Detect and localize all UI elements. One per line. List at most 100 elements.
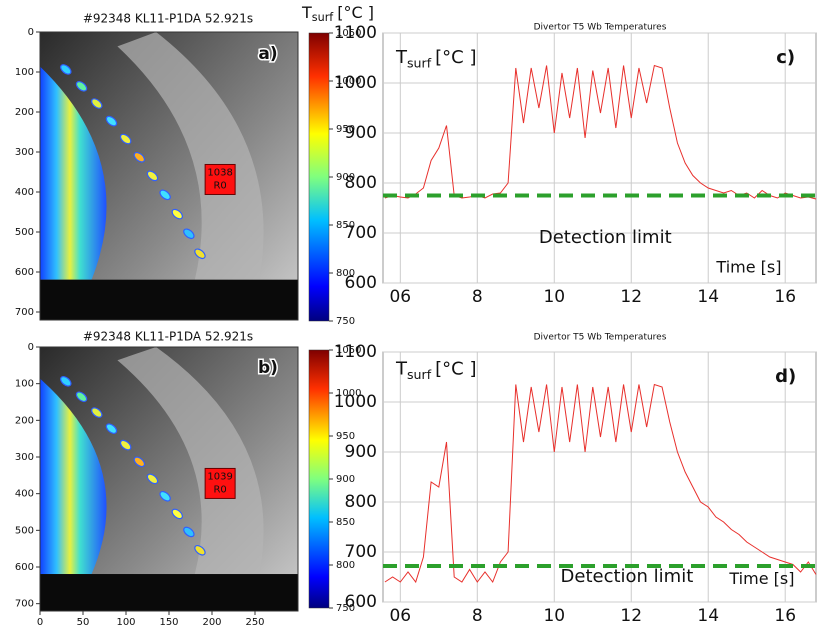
hot-spot xyxy=(146,473,159,485)
y-tick-label: 800 xyxy=(345,492,377,512)
y-tick-label: 600 xyxy=(15,562,34,573)
colorbar-tick-label: 950 xyxy=(336,431,355,442)
label-sub: surf xyxy=(407,366,432,381)
x-tick-label: 0 xyxy=(37,617,43,628)
x-tick-label: 06 xyxy=(389,287,411,307)
colorbar-tick-label: 750 xyxy=(336,316,355,327)
y-tick-label: 700 xyxy=(345,542,377,562)
hot-spot xyxy=(91,407,103,418)
x-tick-label: 14 xyxy=(697,287,719,307)
colorbar-tick-label: 900 xyxy=(336,172,355,183)
x-tick-label: 50 xyxy=(77,617,90,628)
x-axis-label: Time [s] xyxy=(715,258,781,277)
tile-region xyxy=(117,32,264,280)
x-tick-label: 16 xyxy=(774,287,796,307)
y-tick-label: 1100 xyxy=(334,342,377,362)
x-tick-label: 14 xyxy=(697,606,719,626)
plot-area xyxy=(382,351,817,603)
label-sub: surf xyxy=(312,11,335,24)
chart-title: Divertor T5 Wb Temperatures xyxy=(534,23,667,33)
image-frame xyxy=(39,31,299,321)
colorbar-tick-label: 800 xyxy=(336,268,355,279)
shadow-band xyxy=(40,574,298,611)
y-tick-label: 600 xyxy=(15,267,34,278)
hot-spot xyxy=(105,423,118,434)
colorbar-tick-label: 950 xyxy=(336,124,355,135)
colorbar xyxy=(308,349,330,609)
x-tick-label: 06 xyxy=(389,606,411,626)
label-main: T xyxy=(395,47,408,68)
label-main: T xyxy=(395,359,408,380)
hot-spot xyxy=(194,544,206,556)
hot-spot xyxy=(159,189,171,201)
hot-spot xyxy=(194,248,206,260)
colorbar-tick-label: 1050 xyxy=(336,345,361,356)
label-unit: [°C ] xyxy=(337,3,374,22)
data-line xyxy=(384,383,817,584)
y-tick-label: 200 xyxy=(15,107,34,118)
shadow-band xyxy=(40,279,298,320)
y-tick-label: 100 xyxy=(15,67,34,78)
x-tick-label: 100 xyxy=(116,617,135,628)
hot-spot xyxy=(133,151,146,163)
y-tick-label: 600 xyxy=(345,273,377,293)
x-tick-label: 10 xyxy=(543,287,565,307)
plot-area xyxy=(382,32,817,284)
y-tick-label: 200 xyxy=(15,415,34,426)
hot-spot xyxy=(146,170,159,182)
colorbar-tick-label: 1000 xyxy=(336,388,361,399)
x-tick-label: 12 xyxy=(620,606,642,626)
hot-spot xyxy=(133,456,146,468)
colorbar-tick-label: 900 xyxy=(336,474,355,485)
hot-spot xyxy=(75,391,88,403)
annotation-text: R0 xyxy=(213,484,226,495)
colorbar-tick-label: 850 xyxy=(336,220,355,231)
y-tick-label: 400 xyxy=(15,489,34,500)
label-sub: surf xyxy=(407,55,432,70)
image-title: #92348 KL11-P1DA 52.921s xyxy=(83,12,253,26)
y-tick-label: 100 xyxy=(15,379,34,390)
y-tick-label: 400 xyxy=(15,187,34,198)
panel-label: b) xyxy=(258,358,278,378)
y-tick-label: 900 xyxy=(345,442,377,462)
y-tick-label: 800 xyxy=(345,173,377,193)
hot-spot xyxy=(60,64,72,75)
tile-region xyxy=(117,347,264,575)
axis-label: Tsurf [°C ] xyxy=(395,47,477,70)
x-tick-label: 8 xyxy=(472,287,483,307)
x-tick-label: 150 xyxy=(159,617,178,628)
y-tick-label: 700 xyxy=(15,307,34,318)
x-tick-label: 8 xyxy=(472,606,483,626)
annotation-box xyxy=(204,163,236,195)
annotation-box xyxy=(204,467,236,499)
annotation-text: R0 xyxy=(213,180,226,191)
hot-spot xyxy=(171,508,183,520)
hot-spot xyxy=(171,208,183,220)
x-tick-label: 200 xyxy=(202,617,221,628)
hot-spot xyxy=(91,98,103,109)
x-tick-label: 250 xyxy=(245,617,264,628)
colorbar xyxy=(308,32,330,322)
y-tick-label: 300 xyxy=(15,452,34,463)
y-tick-label: 300 xyxy=(15,147,34,158)
colorbar-tick-label: 750 xyxy=(336,603,355,614)
hot-spot xyxy=(183,526,195,538)
y-tick-label: 700 xyxy=(15,599,34,610)
label-unit: [°C ] xyxy=(435,359,476,380)
hot-spot xyxy=(75,81,88,92)
heat-plume xyxy=(40,66,107,280)
detection-limit-label: Detection limit xyxy=(539,227,672,248)
detection-limit-label: Detection limit xyxy=(561,566,694,587)
y-tick-label: 600 xyxy=(345,592,377,612)
image-title: #92348 KL11-P1DA 52.921s xyxy=(83,330,253,344)
y-tick-label: 500 xyxy=(15,227,34,238)
annotation-text: 1039 xyxy=(207,471,232,482)
y-tick-label: 0 xyxy=(28,342,34,353)
hot-spot xyxy=(119,439,132,451)
x-tick-label: 12 xyxy=(620,287,642,307)
axis-label: Tsurf [°C ] xyxy=(395,359,477,382)
annotation-text: 1038 xyxy=(207,167,232,178)
hot-spot xyxy=(119,133,132,145)
